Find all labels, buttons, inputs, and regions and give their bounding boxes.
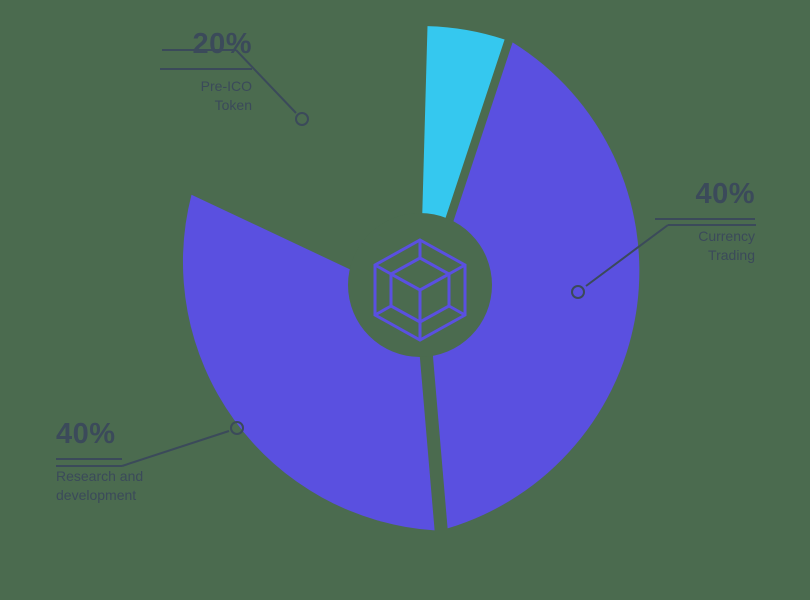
callout-label-currency: 40% Currency Trading — [655, 180, 755, 265]
callout-title-currency: Currency Trading — [655, 227, 755, 265]
callout-label-pre-ico: 20% Pre-ICO Token — [160, 30, 252, 115]
callout-rule-research — [56, 458, 122, 460]
callout-leader-pre-ico — [162, 49, 309, 126]
callout-title-pre-ico-line2: Token — [214, 96, 252, 113]
callout-leader-currency — [571, 224, 756, 299]
callout-percent-research: 40% — [56, 418, 116, 450]
pie-slice-currency[interactable] — [428, 42, 640, 529]
callout-title-pre-ico-line1: Pre-ICO — [200, 78, 252, 94]
callout-label-research: 40% Research and development — [56, 420, 184, 505]
callout-title-currency-line1: Currency — [698, 228, 755, 244]
callout-rule-pre-ico — [160, 68, 252, 70]
pie-slice-research[interactable] — [182, 194, 435, 531]
callout-title-pre-ico: Pre-ICO Token — [160, 77, 252, 115]
callout-leader-research — [56, 421, 244, 467]
callout-percent-pre-ico: 20% — [192, 28, 252, 60]
callout-percent-currency: 40% — [695, 178, 755, 210]
callout-title-research-line1: Research and — [56, 468, 144, 484]
callout-title-research-line2: development — [56, 486, 137, 503]
callout-title-research: Research and development — [56, 467, 184, 505]
callout-rule-currency — [655, 218, 755, 220]
callout-title-currency-line2: Trading — [708, 246, 755, 263]
cube-hexagon-icon — [373, 238, 467, 342]
